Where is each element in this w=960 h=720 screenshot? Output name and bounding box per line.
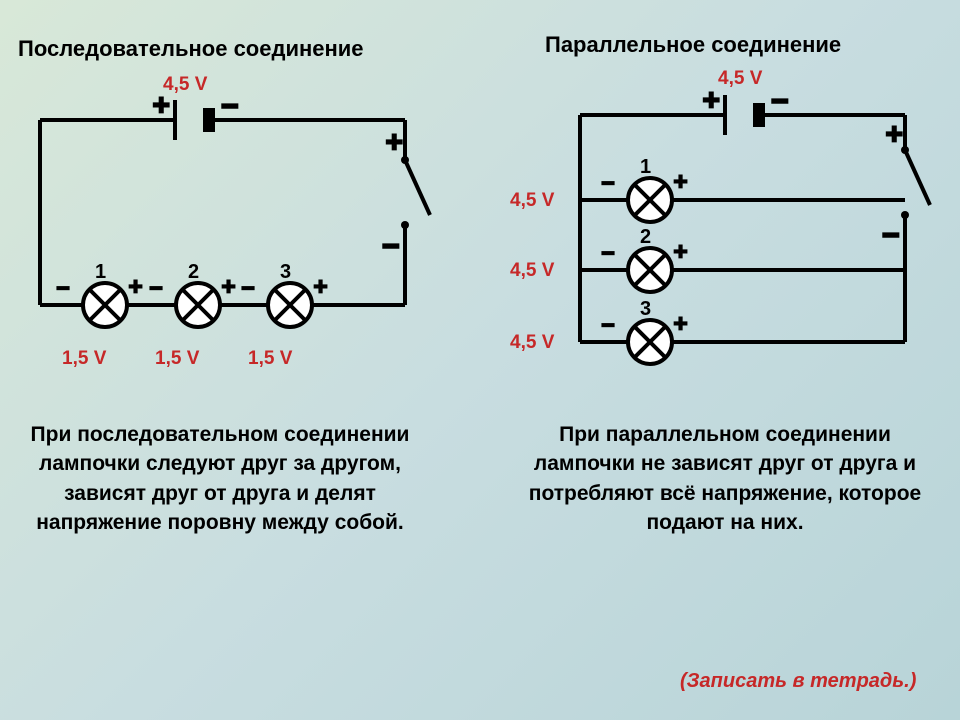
series-description: При последовательном соединении лампочки…: [20, 420, 420, 538]
footnote: (Записать в тетрадь.): [680, 670, 916, 693]
svg-text:✚: ✚: [673, 314, 688, 334]
parallel-desc-line2: лампочки не зависят друг от друга и потр…: [529, 452, 921, 534]
svg-text:1: 1: [640, 156, 651, 178]
parallel-description: При параллельном соединении лампочки не …: [520, 420, 930, 538]
svg-text:━: ━: [601, 173, 615, 195]
svg-text:3: 3: [640, 298, 651, 320]
svg-text:━: ━: [882, 220, 900, 250]
svg-text:━: ━: [601, 243, 615, 265]
parallel-desc-line1: При параллельном соединении: [559, 423, 891, 446]
svg-text:━: ━: [601, 315, 615, 337]
svg-text:✚: ✚: [885, 122, 903, 147]
svg-text:2: 2: [640, 226, 651, 248]
parallel-lamp3-voltage: 4,5 V: [510, 332, 554, 354]
parallel-lamp2-voltage: 4,5 V: [510, 260, 554, 282]
parallel-circuit-diagram: ✚ ━ ✚ ━ 1 ━ ✚ 2 ━ ✚ 3 ━ ✚: [0, 0, 960, 420]
svg-text:━: ━: [771, 86, 789, 116]
series-desc-line1: При последовательном соединении: [31, 423, 410, 446]
svg-text:✚: ✚: [673, 172, 688, 192]
series-desc-line2: лампочки следуют друг за другом, зависят…: [36, 452, 404, 534]
svg-text:✚: ✚: [702, 88, 720, 113]
parallel-lamp1-voltage: 4,5 V: [510, 190, 554, 212]
svg-text:✚: ✚: [673, 242, 688, 262]
